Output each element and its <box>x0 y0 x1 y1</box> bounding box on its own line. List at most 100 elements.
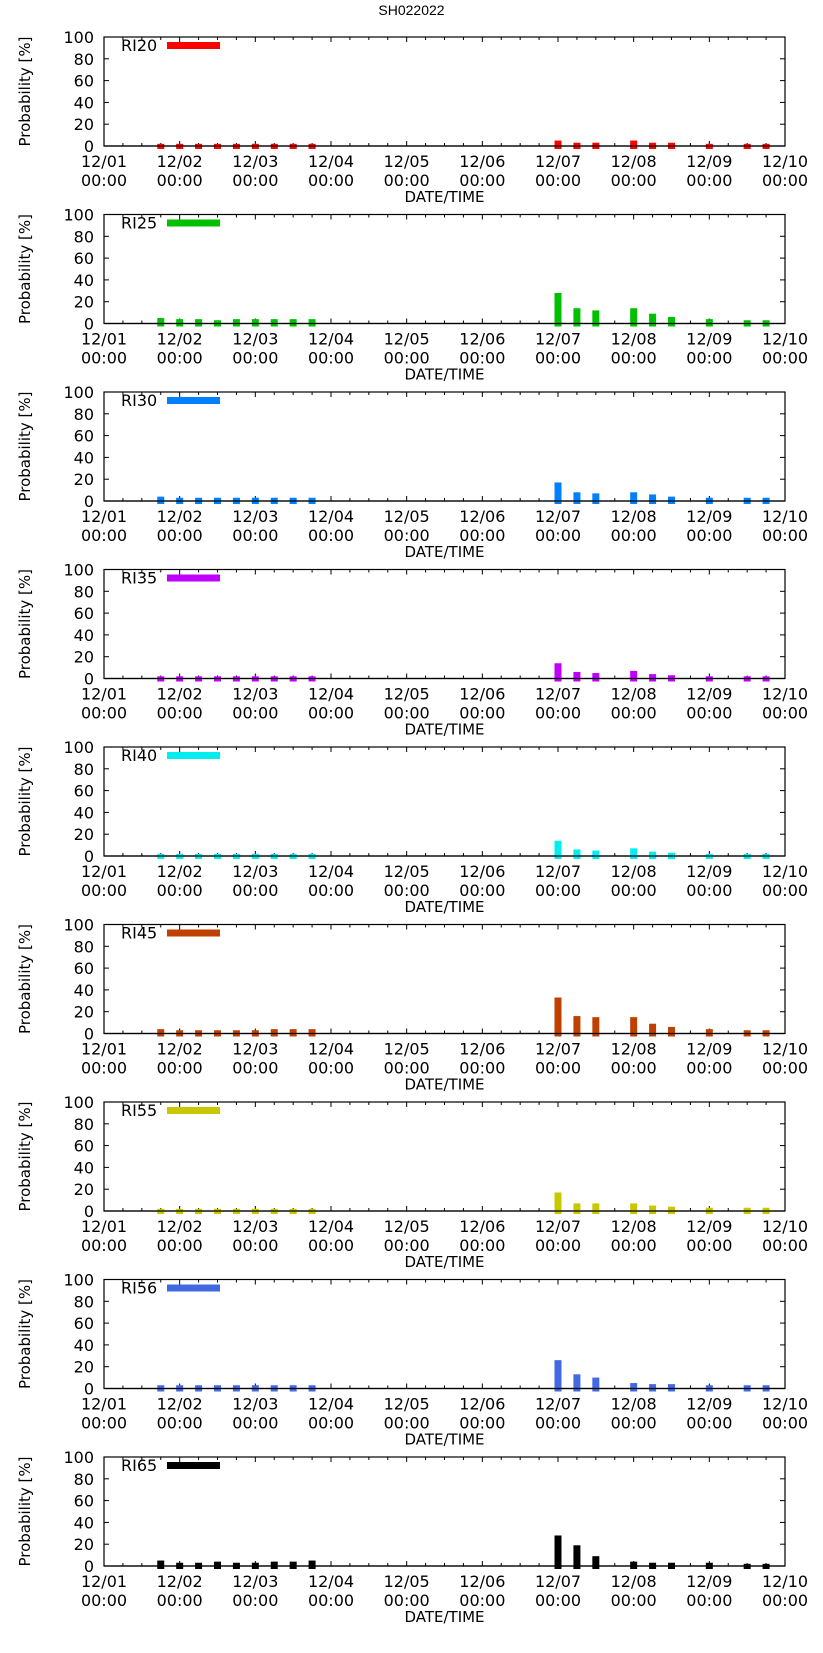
y-axis-title: Probability [%] <box>16 36 34 146</box>
x-tick-label-time: 00:00 <box>535 171 581 190</box>
y-tick-label: 0 <box>84 847 94 866</box>
y-tick-label: 80 <box>74 1470 94 1489</box>
bar <box>573 849 581 859</box>
x-tick-label-time: 00:00 <box>459 1591 505 1610</box>
x-tick-label-date: 12/06 <box>459 1040 505 1059</box>
x-tick-label-time: 00:00 <box>535 1591 581 1610</box>
y-tick-label: 0 <box>84 492 94 511</box>
y-tick-label: 0 <box>84 1025 94 1044</box>
bar <box>649 313 657 327</box>
x-tick-label-time: 00:00 <box>232 704 278 723</box>
bar <box>157 1560 165 1569</box>
y-tick-label: 40 <box>74 803 94 822</box>
x-tick-label-date: 12/07 <box>535 507 581 526</box>
x-tick-label-date: 12/08 <box>611 1395 657 1414</box>
bar <box>554 997 562 1037</box>
y-tick-label: 40 <box>74 1336 94 1355</box>
x-axis-title: DATE/TIME <box>404 1608 484 1626</box>
plot-frame <box>103 1101 786 1212</box>
x-tick-label-date: 12/01 <box>81 1040 127 1059</box>
y-tick-label: 60 <box>74 1492 94 1511</box>
x-tick-label-date: 12/04 <box>308 1040 354 1059</box>
x-tick-label-date: 12/05 <box>384 1572 430 1591</box>
bar <box>668 316 675 327</box>
bar <box>649 674 657 682</box>
x-tick-label-date: 12/06 <box>459 1395 505 1414</box>
x-tick-label-time: 00:00 <box>308 1591 354 1610</box>
y-axis-title: Probability [%] <box>16 214 34 324</box>
x-tick-label-date: 12/02 <box>157 1395 203 1414</box>
bar <box>289 1561 297 1569</box>
y-tick-label: 60 <box>74 72 94 91</box>
x-tick-label-date: 12/05 <box>384 1040 430 1059</box>
bar <box>157 318 165 327</box>
x-tick-label-time: 00:00 <box>762 1591 808 1610</box>
y-tick-label: 60 <box>74 1314 94 1333</box>
x-tick-label-time: 00:00 <box>535 349 581 368</box>
bar <box>592 673 600 682</box>
bar <box>649 494 657 504</box>
x-tick-label-date: 12/07 <box>535 1572 581 1591</box>
x-tick-label-date: 12/09 <box>686 862 732 881</box>
x-tick-label-time: 00:00 <box>611 881 657 900</box>
y-tick-label: 80 <box>74 760 94 779</box>
bar <box>157 496 165 504</box>
x-tick-label-date: 12/05 <box>384 685 430 704</box>
y-tick-label: 100 <box>63 738 94 757</box>
legend-swatch <box>167 1462 220 1469</box>
x-tick-label-time: 00:00 <box>611 1591 657 1610</box>
x-tick-label-time: 00:00 <box>232 881 278 900</box>
x-tick-label-time: 00:00 <box>157 1059 203 1078</box>
x-tick-label-time: 00:00 <box>232 1236 278 1255</box>
y-tick-label: 100 <box>63 206 94 225</box>
bar <box>232 319 240 327</box>
x-tick-label-date: 12/06 <box>459 152 505 171</box>
bar <box>289 1029 297 1037</box>
x-tick-label-time: 00:00 <box>384 1414 430 1433</box>
y-axis-title: Probability [%] <box>16 924 34 1034</box>
x-tick-label-date: 12/01 <box>81 1572 127 1591</box>
plot-frame <box>103 923 786 1035</box>
y-tick-label: 100 <box>63 561 94 580</box>
bar <box>649 1205 657 1214</box>
bar <box>573 308 581 327</box>
x-tick-label-time: 00:00 <box>308 1059 354 1078</box>
x-tick-label-time: 00:00 <box>686 704 732 723</box>
x-tick-label-date: 12/03 <box>232 685 278 704</box>
legend-swatch <box>167 1284 220 1292</box>
x-tick-label-time: 00:00 <box>232 171 278 190</box>
x-tick-label-date: 12/04 <box>308 507 354 526</box>
y-tick-label: 80 <box>74 1115 94 1134</box>
x-tick-label-time: 00:00 <box>157 881 203 900</box>
bar <box>573 1203 581 1214</box>
bar <box>554 482 562 504</box>
y-tick-label: 0 <box>84 315 94 334</box>
y-tick-label: 40 <box>74 1513 94 1532</box>
bar <box>270 1561 278 1569</box>
x-axis-title: DATE/TIME <box>404 721 484 739</box>
x-tick-label-time: 00:00 <box>81 881 127 900</box>
x-tick-label-time: 00:00 <box>611 1059 657 1078</box>
x-tick-label-date: 12/03 <box>232 330 278 349</box>
x-tick-label-time: 00:00 <box>81 1059 127 1078</box>
x-tick-label-date: 12/02 <box>157 1217 203 1236</box>
x-tick-label-time: 00:00 <box>762 1414 808 1433</box>
x-tick-label-date: 12/09 <box>686 507 732 526</box>
y-tick-label: 80 <box>74 582 94 601</box>
x-tick-label-date: 12/02 <box>157 862 203 881</box>
x-tick-label-time: 00:00 <box>384 1236 430 1255</box>
y-axis-title: Probability [%] <box>16 391 34 501</box>
bar <box>289 319 297 327</box>
x-tick-label-time: 00:00 <box>762 526 808 545</box>
x-tick-label-time: 00:00 <box>535 1059 581 1078</box>
x-tick-label-date: 12/02 <box>157 330 203 349</box>
y-tick-label: 80 <box>74 937 94 956</box>
bar <box>592 1377 600 1392</box>
x-tick-label-time: 00:00 <box>384 171 430 190</box>
x-tick-label-date: 12/09 <box>686 1395 732 1414</box>
x-tick-label-date: 12/09 <box>686 152 732 171</box>
y-tick-label: 40 <box>74 93 94 112</box>
legend-label: RI56 <box>121 1279 157 1298</box>
x-tick-label-date: 12/07 <box>535 152 581 171</box>
legend-label: RI25 <box>121 214 157 233</box>
